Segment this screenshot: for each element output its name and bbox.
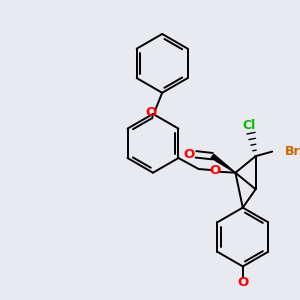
- Text: O: O: [146, 106, 157, 119]
- Text: O: O: [210, 164, 221, 177]
- Polygon shape: [211, 154, 236, 173]
- Text: Br: Br: [285, 145, 300, 158]
- Text: Cl: Cl: [243, 119, 256, 132]
- Text: O: O: [237, 277, 248, 290]
- Text: O: O: [183, 148, 194, 161]
